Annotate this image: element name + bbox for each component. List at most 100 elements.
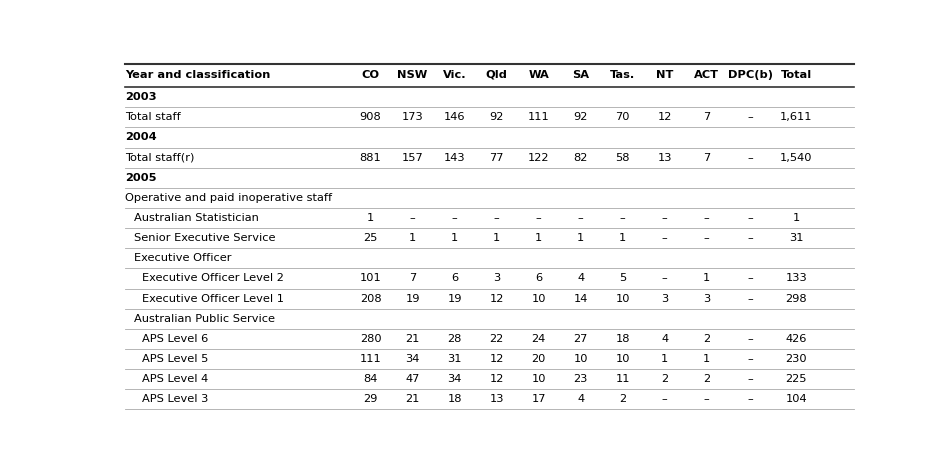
Text: 34: 34 (405, 354, 419, 364)
Text: Executive Officer: Executive Officer (133, 253, 231, 263)
Text: 27: 27 (573, 334, 588, 344)
Text: 13: 13 (490, 394, 504, 404)
Text: 47: 47 (405, 374, 419, 384)
Text: 18: 18 (615, 334, 630, 344)
Text: –: – (747, 354, 753, 364)
Text: –: – (662, 213, 668, 223)
Text: 1: 1 (451, 233, 458, 243)
Text: 20: 20 (532, 354, 546, 364)
Text: –: – (704, 233, 709, 243)
Text: 208: 208 (359, 294, 381, 304)
Text: Australian Statistician: Australian Statistician (133, 213, 259, 223)
Text: 7: 7 (409, 273, 417, 284)
Text: 11: 11 (615, 374, 630, 384)
Text: CO: CO (361, 70, 379, 80)
Text: –: – (494, 213, 499, 223)
Text: 10: 10 (615, 294, 630, 304)
Text: 908: 908 (359, 112, 381, 122)
Text: 92: 92 (573, 112, 588, 122)
Text: 5: 5 (619, 273, 627, 284)
Text: 10: 10 (615, 354, 630, 364)
Text: Total staff: Total staff (125, 112, 181, 122)
Text: 1,611: 1,611 (780, 112, 812, 122)
Text: 4: 4 (661, 334, 669, 344)
Text: 28: 28 (447, 334, 462, 344)
Text: –: – (662, 233, 668, 243)
Text: –: – (747, 213, 753, 223)
Text: ACT: ACT (694, 70, 719, 80)
Text: 1,540: 1,540 (780, 152, 812, 163)
Text: 21: 21 (405, 394, 419, 404)
Text: 13: 13 (657, 152, 672, 163)
Text: –: – (747, 334, 753, 344)
Text: 143: 143 (444, 152, 465, 163)
Text: 298: 298 (786, 294, 807, 304)
Text: 1: 1 (367, 213, 374, 223)
Text: 2: 2 (703, 374, 710, 384)
Text: 2: 2 (661, 374, 669, 384)
Text: 1: 1 (619, 233, 627, 243)
Text: 21: 21 (405, 334, 419, 344)
Text: 3: 3 (493, 273, 500, 284)
Text: APS Level 5: APS Level 5 (143, 354, 209, 364)
Text: 6: 6 (451, 273, 458, 284)
Text: 1: 1 (703, 273, 710, 284)
Text: 280: 280 (359, 334, 381, 344)
Text: 1: 1 (493, 233, 500, 243)
Text: 104: 104 (786, 394, 807, 404)
Text: NSW: NSW (398, 70, 428, 80)
Text: –: – (747, 294, 753, 304)
Text: APS Level 3: APS Level 3 (143, 394, 209, 404)
Text: 1: 1 (535, 233, 542, 243)
Text: 10: 10 (532, 294, 546, 304)
Text: 7: 7 (703, 112, 710, 122)
Text: Qld: Qld (486, 70, 508, 80)
Text: –: – (747, 112, 753, 122)
Text: –: – (747, 233, 753, 243)
Text: 84: 84 (363, 374, 378, 384)
Text: 14: 14 (573, 294, 588, 304)
Text: Executive Officer Level 1: Executive Officer Level 1 (143, 294, 284, 304)
Text: Senior Executive Service: Senior Executive Service (133, 233, 275, 243)
Text: Vic.: Vic. (443, 70, 466, 80)
Text: 7: 7 (703, 152, 710, 163)
Text: 2004: 2004 (125, 133, 156, 143)
Text: 6: 6 (535, 273, 542, 284)
Text: 4: 4 (577, 394, 584, 404)
Text: Operative and paid inoperative staff: Operative and paid inoperative staff (125, 193, 332, 203)
Text: 70: 70 (615, 112, 630, 122)
Text: 12: 12 (657, 112, 671, 122)
Text: WA: WA (528, 70, 549, 80)
Text: Total staff(r): Total staff(r) (125, 152, 194, 163)
Text: 3: 3 (703, 294, 710, 304)
Text: 29: 29 (363, 394, 378, 404)
Text: –: – (662, 273, 668, 284)
Text: SA: SA (573, 70, 589, 80)
Text: 2005: 2005 (125, 173, 156, 183)
Text: –: – (747, 394, 753, 404)
Text: –: – (620, 213, 626, 223)
Text: 58: 58 (615, 152, 630, 163)
Text: 426: 426 (786, 334, 806, 344)
Text: 34: 34 (447, 374, 462, 384)
Text: 1: 1 (792, 213, 800, 223)
Text: 1: 1 (661, 354, 669, 364)
Text: 111: 111 (359, 354, 381, 364)
Text: 2003: 2003 (125, 92, 156, 102)
Text: 225: 225 (786, 374, 807, 384)
Text: 25: 25 (363, 233, 378, 243)
Text: APS Level 4: APS Level 4 (143, 374, 208, 384)
Text: 12: 12 (490, 354, 504, 364)
Text: 173: 173 (401, 112, 423, 122)
Text: 92: 92 (490, 112, 504, 122)
Text: 1: 1 (409, 233, 417, 243)
Text: 4: 4 (577, 273, 584, 284)
Text: 157: 157 (401, 152, 423, 163)
Text: –: – (410, 213, 416, 223)
Text: –: – (578, 213, 584, 223)
Text: 2: 2 (619, 394, 626, 404)
Text: 12: 12 (490, 294, 504, 304)
Text: 12: 12 (490, 374, 504, 384)
Text: 31: 31 (789, 233, 804, 243)
Text: Total: Total (781, 70, 812, 80)
